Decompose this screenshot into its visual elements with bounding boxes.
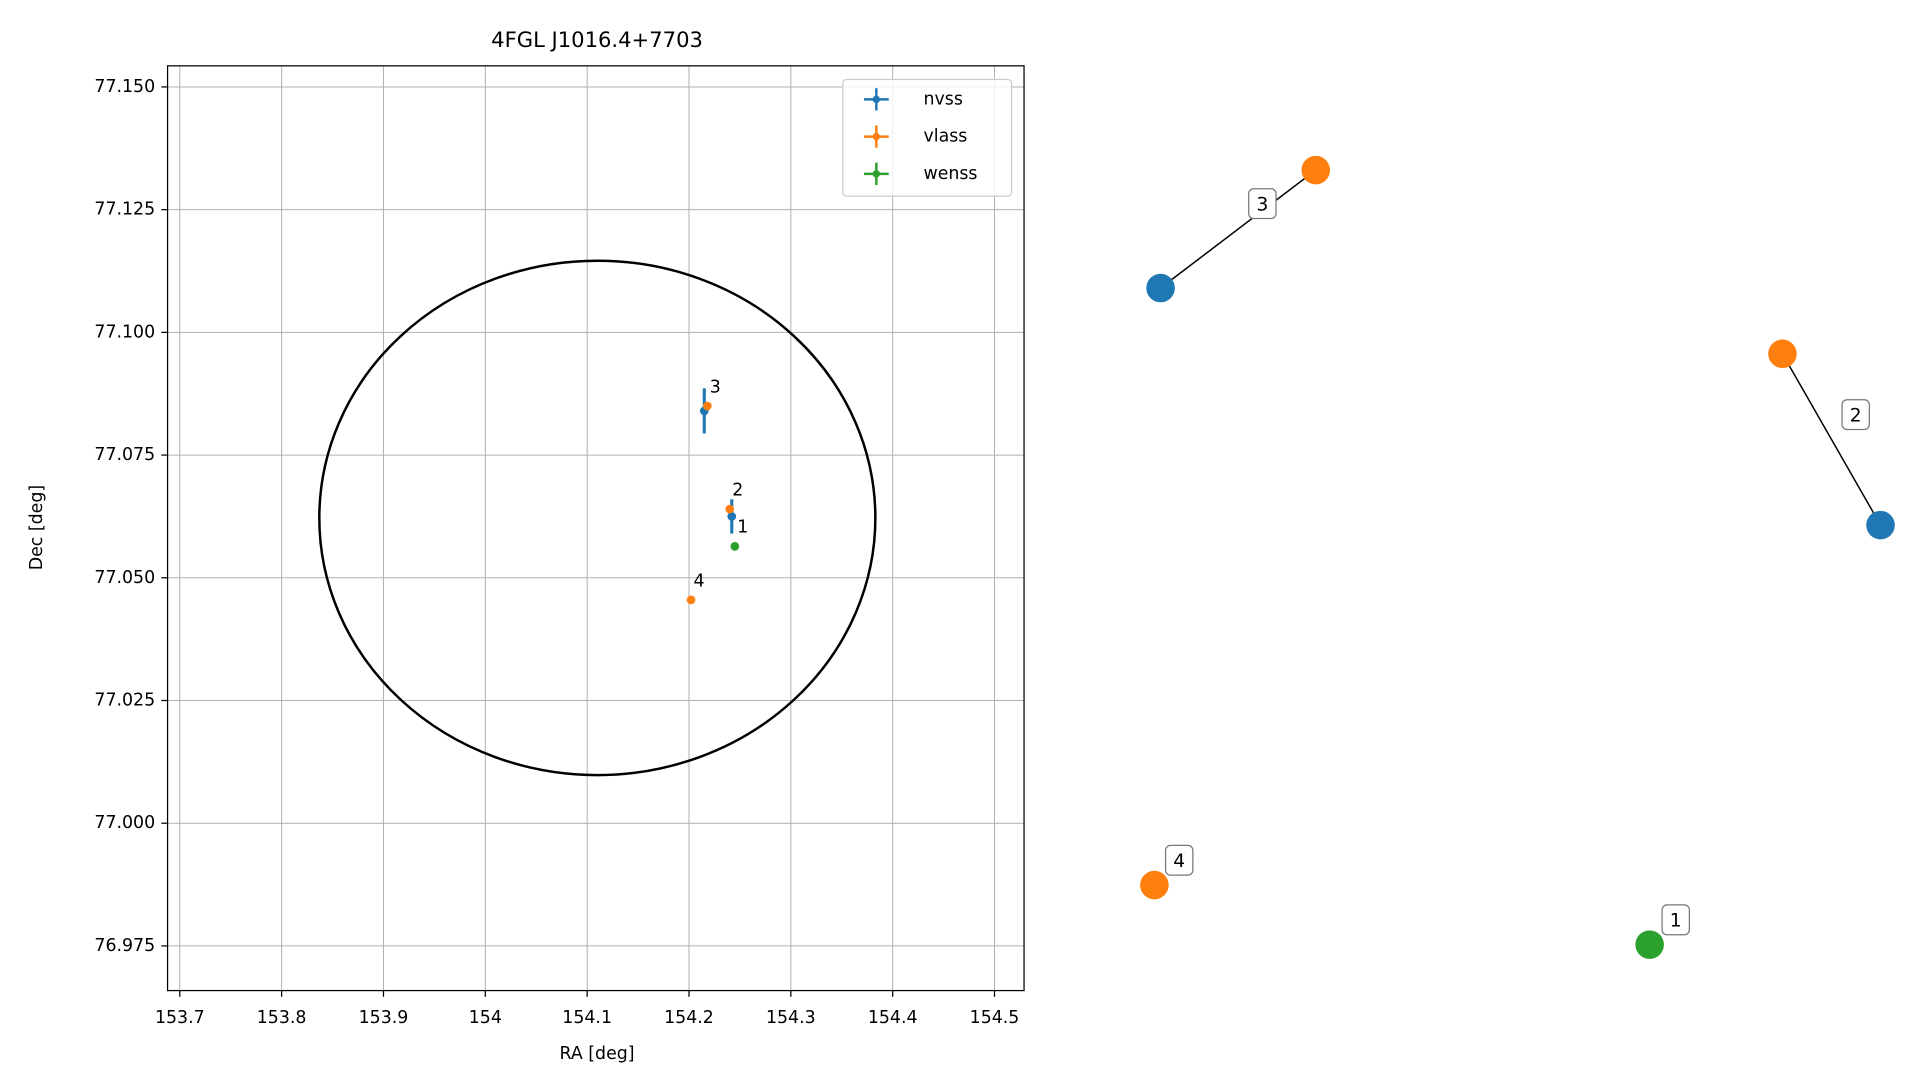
y-tick-label: 76.975 [94,936,155,956]
point-label: 3 [710,377,721,397]
x-tick-label: 153.7 [155,1008,205,1028]
node [1768,339,1797,369]
label-box [1661,904,1690,936]
node [1866,510,1895,540]
legend-box [842,78,1013,197]
point [686,595,696,605]
component-label: 1 [1670,911,1682,932]
edge [1160,169,1317,289]
y-tick-label: 77.025 [94,690,155,710]
plot-frame [166,65,1025,992]
node [1140,870,1169,900]
legend-marker [872,132,881,141]
component-label: 3 [1256,194,1268,215]
point-label: 2 [732,480,743,500]
y-tick-label: 77.100 [94,322,155,342]
node [1635,930,1664,959]
label-box [1248,188,1277,220]
component-label: 2 [1850,405,1862,426]
point [730,542,740,551]
label-box [1841,399,1870,431]
y-tick-label: 77.125 [94,200,155,220]
x-tick-label: 154 [469,1008,502,1028]
confidence-circle [318,259,877,777]
x-tick-label: 153.8 [257,1008,307,1028]
legend-label: wenss [924,164,978,184]
point-label: 4 [694,571,705,591]
node [1301,155,1331,185]
legend-label: vlass [924,127,968,147]
y-tick-label: 77.000 [94,813,155,833]
point [725,504,735,514]
legend-label: nvss [924,89,963,109]
y-axis-title: Dec [deg] [27,485,47,570]
x-tick-label: 154.4 [868,1008,918,1028]
x-tick-label: 154.3 [766,1008,816,1028]
y-tick-label: 77.075 [94,445,155,465]
node [1146,273,1175,303]
point [702,401,712,411]
legend-marker [872,95,881,104]
label-box [1164,844,1194,876]
legend-marker [872,170,881,178]
y-tick-label: 77.150 [94,77,155,97]
x-axis-title: RA [deg] [560,1044,635,1064]
x-tick-label: 154.2 [664,1008,714,1028]
chart-title: 4FGL J1016.4+7703 [491,27,703,52]
component-label: 4 [1173,851,1185,872]
x-tick-label: 153.9 [359,1008,409,1028]
point-label: 1 [737,518,748,538]
y-tick-label: 77.050 [94,568,155,588]
point [727,512,737,521]
x-tick-label: 154.5 [970,1008,1020,1028]
edge [1781,353,1882,526]
x-tick-label: 154.1 [562,1008,612,1028]
